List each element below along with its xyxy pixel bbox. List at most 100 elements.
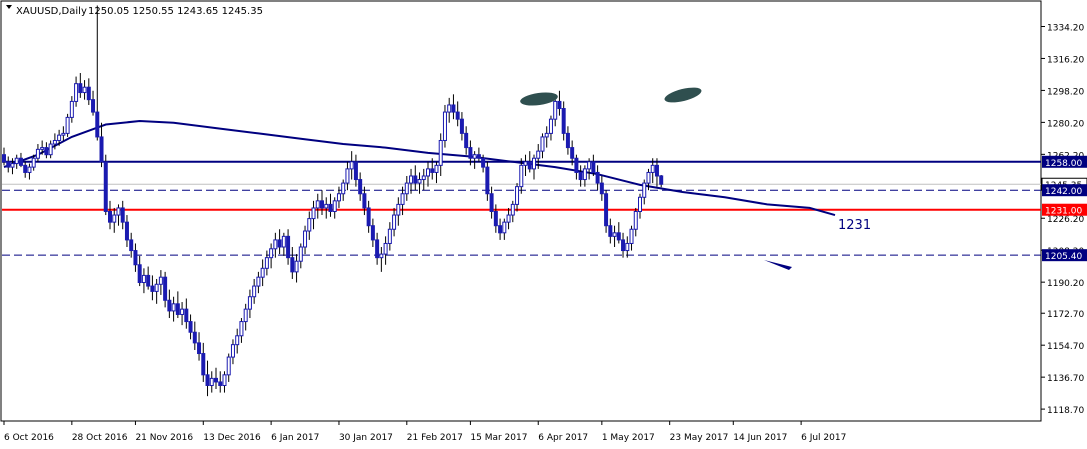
candle-body: [362, 193, 367, 209]
candle-body: [239, 321, 244, 337]
candle-body: [78, 83, 83, 94]
level-tag-1242-00: [1042, 184, 1087, 197]
candle-body: [493, 211, 498, 227]
candle-body: [544, 132, 549, 138]
candle-body: [124, 221, 129, 241]
candle-body: [387, 228, 392, 244]
candle-body: [625, 242, 630, 252]
candle-body: [167, 299, 172, 312]
candle-body: [413, 175, 418, 184]
candle-body: [616, 232, 621, 241]
candle-body: [311, 207, 316, 220]
candle-body: [201, 353, 206, 376]
candle-body: [336, 193, 341, 202]
y-tick-label: 1280.20: [1047, 119, 1084, 129]
candle-body: [430, 168, 435, 173]
candle-body: [52, 139, 57, 145]
level-tag-1205-40: [1042, 249, 1087, 262]
candle-body: [455, 111, 460, 120]
candle-body: [349, 161, 354, 170]
candle-body: [150, 285, 155, 292]
candle-body: [561, 108, 566, 134]
candle-body: [235, 335, 240, 346]
x-tick-label: 6 Jul 2017: [801, 433, 846, 443]
candle-body: [230, 344, 235, 358]
candle-body: [112, 214, 117, 223]
candle-body: [332, 200, 337, 212]
candle-body: [565, 132, 570, 149]
candle-body: [654, 164, 659, 177]
candle-body: [506, 214, 511, 223]
candle-body: [638, 196, 642, 213]
candle-body: [214, 377, 218, 383]
moving-average-layer: [3, 119, 836, 217]
plot-frame: [0, 0, 1042, 422]
candle-body: [540, 136, 545, 152]
candle-body: [35, 148, 40, 159]
candle-body: [205, 374, 210, 386]
level-tag-1258-00: [1042, 155, 1087, 168]
candle-body: [451, 104, 456, 113]
y-tick-label: 1118.70: [1047, 406, 1084, 416]
candle-body: [307, 218, 312, 232]
candle-body: [209, 377, 214, 386]
candle-body: [400, 193, 405, 205]
candle-body: [154, 283, 159, 292]
y-tick-label: 1190.20: [1047, 279, 1084, 289]
candle-body: [642, 182, 647, 198]
candle-body: [536, 150, 541, 159]
candle-body: [108, 211, 112, 223]
candle-body: [608, 225, 613, 237]
candle-body: [358, 179, 363, 195]
candle-body: [103, 161, 108, 212]
candle-body: [396, 203, 401, 216]
candle-body: [91, 99, 96, 113]
chart-header-ohlc: 1250.05 1250.55 1243.65 1245.35: [88, 6, 263, 17]
candle-body: [303, 230, 308, 248]
candle-body: [48, 143, 53, 156]
candle-body: [247, 296, 252, 310]
candle-body: [510, 203, 515, 216]
x-tick-label: 30 Jan 2017: [339, 433, 393, 443]
candle-body: [133, 250, 138, 266]
level-tag-label: 1258.00: [1045, 159, 1082, 169]
candle-body: [175, 303, 180, 315]
price-axis: 1334.201316.201298.201280.201262.201245.…: [1041, 24, 1087, 416]
candle-body: [370, 225, 375, 241]
candle-body: [86, 86, 91, 101]
candle-body: [116, 207, 121, 216]
candle-body: [324, 203, 329, 209]
candle-body: [27, 166, 32, 173]
candle-body: [392, 214, 397, 230]
x-tick-label: 1 May 2017: [602, 433, 655, 443]
candle-body: [141, 274, 146, 284]
top-highlight-right: [664, 87, 702, 103]
x-tick-label: 6 Apr 2017: [538, 433, 588, 443]
candle-body: [6, 161, 11, 168]
candle-body: [502, 221, 507, 234]
x-tick-label: 14 Jun 2017: [733, 433, 787, 443]
candle-body: [438, 139, 443, 166]
candle-body: [315, 200, 320, 209]
candle-body: [587, 161, 592, 170]
candle-body: [574, 157, 579, 173]
candle-body: [137, 264, 142, 284]
candle-body: [61, 132, 66, 136]
level-tag-label: 1205.40: [1045, 252, 1082, 262]
candle-body: [404, 182, 409, 195]
level-tag-label: 1231.00: [1045, 207, 1082, 217]
candle-body: [2, 154, 6, 163]
candle-body: [621, 239, 626, 252]
candle-body: [557, 100, 562, 110]
candle-body: [222, 374, 227, 386]
candle-body: [366, 207, 371, 227]
candle-body: [294, 260, 299, 273]
top-highlight-left: [520, 92, 558, 106]
x-tick-label: 15 Mar 2017: [470, 433, 527, 443]
candle-body: [375, 239, 380, 259]
candle-body: [417, 179, 422, 184]
candle-body: [286, 235, 291, 259]
candle-body: [192, 331, 197, 344]
candle-body: [260, 267, 265, 278]
